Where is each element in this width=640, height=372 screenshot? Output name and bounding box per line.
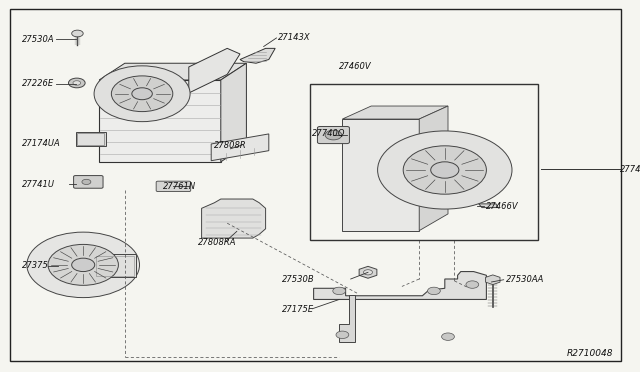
Circle shape [27,232,140,298]
Polygon shape [211,134,269,161]
Circle shape [73,81,81,85]
Polygon shape [342,106,448,119]
Circle shape [333,287,346,295]
Bar [76,132,106,146]
Circle shape [442,333,454,340]
Polygon shape [189,48,240,93]
Text: 27375: 27375 [22,262,49,270]
Bar [96,256,134,276]
Circle shape [68,78,85,88]
Text: 27740Q: 27740Q [312,129,346,138]
Text: 27460V: 27460V [339,62,372,71]
Text: 27143X: 27143X [278,33,311,42]
Bar [342,119,419,231]
Circle shape [428,287,440,295]
Polygon shape [99,63,246,80]
Circle shape [403,146,486,194]
Text: 27174UA: 27174UA [22,139,61,148]
Circle shape [72,30,83,37]
Polygon shape [339,295,355,342]
Polygon shape [202,199,266,238]
Text: 27740M: 27740M [620,165,640,174]
Text: 27530A: 27530A [22,35,55,44]
Text: 27808RA: 27808RA [198,238,237,247]
Text: 27226E: 27226E [22,79,54,88]
Text: 27761N: 27761N [163,182,196,191]
Circle shape [466,281,479,288]
Circle shape [132,88,152,100]
Circle shape [94,66,190,122]
Text: 27466V: 27466V [486,202,519,211]
FancyBboxPatch shape [74,176,103,188]
Text: R2710048: R2710048 [566,349,613,358]
Circle shape [111,76,173,112]
Text: 27175E: 27175E [282,305,314,314]
Text: 27741U: 27741U [22,180,56,189]
Text: 27530AA: 27530AA [506,275,544,284]
Circle shape [72,258,95,272]
Polygon shape [479,204,498,208]
FancyBboxPatch shape [156,181,191,192]
Polygon shape [419,106,448,231]
Circle shape [378,131,512,209]
Polygon shape [221,63,246,162]
Circle shape [82,179,91,185]
Circle shape [325,130,342,140]
Bar [99,80,221,162]
Circle shape [431,162,459,178]
Polygon shape [240,48,275,63]
Circle shape [48,244,118,285]
Bar [310,84,538,240]
Text: 27530B: 27530B [282,275,314,283]
Bar [77,133,104,145]
Text: 27808R: 27808R [214,141,247,150]
FancyBboxPatch shape [317,126,349,144]
Bar [95,254,136,277]
Polygon shape [314,272,486,299]
Circle shape [364,270,372,275]
Circle shape [336,331,349,339]
